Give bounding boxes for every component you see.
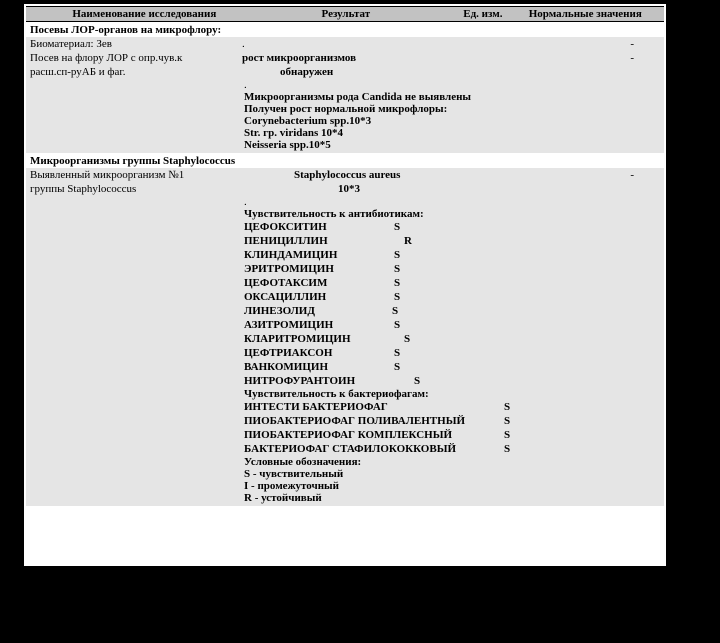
phage-name: ИНТЕСТИ БАКТЕРИОФАГ bbox=[244, 400, 504, 414]
value: рост микроорганизмов bbox=[242, 51, 660, 65]
antibiotic-name: ЛИНЕЗОЛИД bbox=[244, 304, 392, 318]
col-norm: Нормальные значения bbox=[507, 7, 664, 22]
antibiotic-row: ПЕНИЦИЛЛИНR bbox=[26, 234, 664, 248]
antibiotic-row: ЭРИТРОМИЦИНS bbox=[26, 262, 664, 276]
row-organism-2: группы Staphylococcus 10*3 bbox=[26, 182, 664, 196]
phage-row: ПИОБАКТЕРИОФАГ ПОЛИВАЛЕНТНЫЙS bbox=[26, 414, 664, 428]
antibiotic-row: ОКСАЦИЛЛИНS bbox=[26, 290, 664, 304]
antibiotic-row: НИТРОФУРАНТОИНS bbox=[26, 374, 664, 388]
antibiotic-name: ЦЕФОКСИТИН bbox=[244, 220, 394, 234]
section-staph-body: Выявленный микроорганизм №1 Staphylococc… bbox=[26, 168, 664, 506]
label: группы Staphylococcus bbox=[30, 182, 242, 196]
row-sow-1: Посев на флору ЛОР с опр.чув.к рост микр… bbox=[26, 51, 664, 65]
antibiotic-sens: S bbox=[394, 262, 400, 276]
report-page: Наименование исследования Результат Ед. … bbox=[24, 4, 666, 566]
antibiotic-name: ПЕНИЦИЛЛИН bbox=[244, 234, 404, 248]
value: Staphylococcus aureus bbox=[242, 168, 660, 182]
antibiotic-row: КЛАРИТРОМИЦИНS bbox=[26, 332, 664, 346]
antibiotics-list: ЦЕФОКСИТИНSПЕНИЦИЛЛИНRКЛИНДАМИЦИНSЭРИТРО… bbox=[26, 220, 664, 388]
antibiotic-name: ЦЕФТРИАКСОН bbox=[244, 346, 394, 360]
section-staph-title: Микроорганизмы группы Staphylococcus bbox=[24, 153, 666, 168]
dot: . bbox=[26, 79, 664, 91]
section-lor-body: Биоматериал: Зев . - Посев на флору ЛОР … bbox=[26, 37, 664, 153]
antibiotic-sens: S bbox=[394, 248, 400, 262]
dot: . bbox=[26, 196, 664, 208]
label: Посев на флору ЛОР с опр.чув.к bbox=[30, 51, 242, 65]
phages-title: Чувствительность к бактериофагам: bbox=[26, 388, 664, 400]
header-row: Наименование исследования Результат Ед. … bbox=[26, 6, 664, 22]
antibiotic-name: КЛИНДАМИЦИН bbox=[244, 248, 394, 262]
antibiotic-sens: S bbox=[394, 360, 400, 374]
antibiotic-sens: S bbox=[414, 374, 420, 388]
value: 10*3 bbox=[242, 182, 660, 196]
note: Str. гр. viridans 10*4 bbox=[26, 127, 664, 139]
antibiotic-sens: S bbox=[394, 290, 400, 304]
phage-name: ПИОБАКТЕРИОФАГ ПОЛИВАЛЕНТНЫЙ bbox=[244, 414, 504, 428]
antibiotic-name: ЭРИТРОМИЦИН bbox=[244, 262, 394, 276]
antibiotic-sens: R bbox=[404, 234, 412, 248]
antibiotic-name: ВАНКОМИЦИН bbox=[244, 360, 394, 374]
section-lor-title: Посевы ЛОР-органов на микрофлору: bbox=[24, 22, 666, 37]
legend-item: R - устойчивый bbox=[26, 492, 664, 504]
row-biomaterial: Биоматериал: Зев . - bbox=[26, 37, 664, 51]
antibiotic-name: ЦЕФОТАКСИМ bbox=[244, 276, 394, 290]
phage-sens: S bbox=[504, 428, 510, 442]
antibiotic-name: ОКСАЦИЛЛИН bbox=[244, 290, 394, 304]
col-result: Результат bbox=[263, 7, 429, 22]
value: обнаружен bbox=[242, 65, 660, 79]
antibiotic-sens: S bbox=[392, 304, 398, 318]
value: . bbox=[242, 37, 660, 51]
antibiotic-sens: S bbox=[404, 332, 410, 346]
phage-row: БАКТЕРИОФАГ СТАФИЛОКОККОВЫЙS bbox=[26, 442, 664, 456]
legend-title: Условные обозначения: bbox=[26, 456, 664, 468]
antibiotic-name: КЛАРИТРОМИЦИН bbox=[244, 332, 404, 346]
note: Микроорганизмы рода Candida не выявлены bbox=[26, 91, 664, 103]
note: Получен рост нормальной микрофлоры: bbox=[26, 103, 664, 115]
row-organism-1: Выявленный микроорганизм №1 Staphylococc… bbox=[26, 168, 664, 182]
phage-name: ПИОБАКТЕРИОФАГ КОМПЛЕКСНЫЙ bbox=[244, 428, 504, 442]
antibiotic-row: ЦЕФОКСИТИНS bbox=[26, 220, 664, 234]
phage-sens: S bbox=[504, 442, 510, 456]
antibiotic-row: АЗИТРОМИЦИНS bbox=[26, 318, 664, 332]
col-name: Наименование исследования bbox=[26, 7, 263, 22]
legend-item: S - чувствительный bbox=[26, 468, 664, 480]
note: Neisseria spp.10*5 bbox=[26, 139, 664, 151]
phage-sens: S bbox=[504, 414, 510, 428]
legend-item: I - промежуточный bbox=[26, 480, 664, 492]
phages-list: ИНТЕСТИ БАКТЕРИОФАГSПИОБАКТЕРИОФАГ ПОЛИВ… bbox=[26, 400, 664, 456]
dash: - bbox=[630, 168, 634, 182]
antibiotic-row: ЦЕФОТАКСИМS bbox=[26, 276, 664, 290]
note: Corynebacterium spp.10*3 bbox=[26, 115, 664, 127]
phage-name: БАКТЕРИОФАГ СТАФИЛОКОККОВЫЙ bbox=[244, 442, 504, 456]
label: Биоматериал: Зев bbox=[30, 37, 242, 51]
antibiotic-sens: S bbox=[394, 276, 400, 290]
antibiotic-row: ВАНКОМИЦИНS bbox=[26, 360, 664, 374]
antibiotic-sens: S bbox=[394, 318, 400, 332]
phage-row: ИНТЕСТИ БАКТЕРИОФАГS bbox=[26, 400, 664, 414]
dash: - bbox=[630, 37, 634, 51]
col-unit: Ед. изм. bbox=[429, 7, 507, 22]
row-sow-2: расш.сп-руАБ и фаг. обнаружен bbox=[26, 65, 664, 79]
antibiotic-name: АЗИТРОМИЦИН bbox=[244, 318, 394, 332]
antibiotic-sens: S bbox=[394, 220, 400, 234]
dash: - bbox=[630, 51, 634, 65]
antibiotic-row: ЦЕФТРИАКСОНS bbox=[26, 346, 664, 360]
antibiotic-name: НИТРОФУРАНТОИН bbox=[244, 374, 414, 388]
phage-sens: S bbox=[504, 400, 510, 414]
antibiotic-sens: S bbox=[394, 346, 400, 360]
label: Выявленный микроорганизм №1 bbox=[30, 168, 242, 182]
antibiotic-row: КЛИНДАМИЦИНS bbox=[26, 248, 664, 262]
antibiotics-title: Чувствительность к антибиотикам: bbox=[26, 208, 664, 220]
antibiotic-row: ЛИНЕЗОЛИДS bbox=[26, 304, 664, 318]
label: расш.сп-руАБ и фаг. bbox=[30, 65, 242, 79]
phage-row: ПИОБАКТЕРИОФАГ КОМПЛЕКСНЫЙS bbox=[26, 428, 664, 442]
